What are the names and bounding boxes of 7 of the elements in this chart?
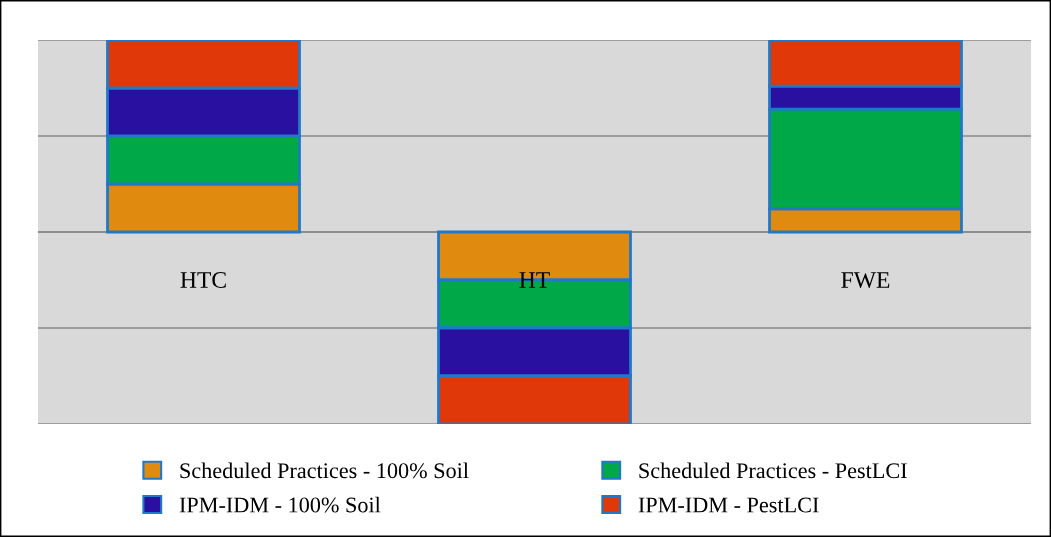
legend-label: IPM-IDM - 100% Soil: [179, 496, 381, 513]
legend-label: IPM-IDM - PestLCI: [638, 497, 819, 513]
x-tick-label: HTC: [180, 272, 226, 288]
x-tick-label: FWE: [841, 272, 890, 289]
legend-label: Scheduled Practices - 100% Soil: [180, 462, 469, 479]
x-tick-label: HT: [519, 272, 550, 288]
legend-label: Scheduled Practices - PestLCI: [639, 462, 907, 479]
